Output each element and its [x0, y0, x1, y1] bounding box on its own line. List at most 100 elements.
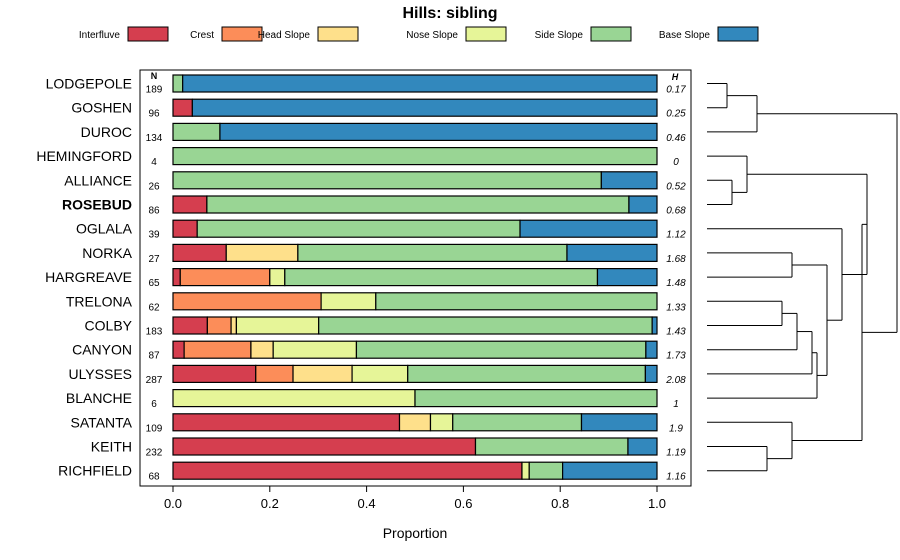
row-label-richfield: RICHFIELD: [58, 463, 132, 479]
row-label-canyon: CANYON: [72, 342, 132, 358]
chart-title: Hills: sibling: [402, 5, 497, 22]
row-h-lodgepole: 0.17: [666, 85, 686, 96]
row-n-ulysses: 287: [146, 375, 163, 386]
row-label-rosebud: ROSEBUD: [62, 197, 132, 213]
bar-segment-rosebud-interfluve: [172, 195, 208, 214]
bar-segment-duroc-base-slope: [219, 122, 658, 142]
x-tick-label-5: 1.0: [648, 496, 666, 511]
row-label-keith: KEITH: [91, 439, 132, 455]
row-n-rosebud: 86: [148, 206, 160, 217]
bar-segment-oglala-side-slope: [196, 219, 521, 238]
bar-segment-hargreave-base-slope: [596, 268, 658, 287]
bar-segment-hargreave-nose-slope: [269, 268, 286, 287]
row-n-goshen: 96: [148, 109, 160, 120]
bar-segment-oglala-base-slope: [519, 219, 658, 238]
x-tick-label-2: 0.4: [358, 496, 376, 511]
bar-segment-hargreave-crest: [179, 268, 271, 287]
row-label-trelona: TRELONA: [66, 293, 133, 309]
row-h-alliance: 0.52: [666, 181, 686, 192]
bar-segment-colby-base-slope: [651, 316, 658, 335]
row-label-blanche: BLANCHE: [66, 390, 132, 406]
bar-segment-satanta-nose-slope: [429, 413, 454, 432]
row-h-norka: 1.68: [666, 254, 686, 265]
row-h-hemingford: 0: [673, 157, 679, 168]
bar-segment-norka-interfluve: [172, 243, 227, 262]
bar-segment-keith-base-slope: [627, 437, 658, 456]
bar-segment-ulysses-nose-slope: [351, 364, 409, 383]
row-n-lodgepole: 189: [146, 85, 163, 96]
n-column-header: N: [151, 71, 158, 81]
row-label-alliance: ALLIANCE: [64, 172, 132, 188]
bar-segment-canyon-base-slope: [645, 340, 658, 359]
row-n-duroc: 134: [146, 133, 163, 144]
x-tick-label-0: 0.0: [164, 496, 182, 511]
row-label-norka: NORKA: [82, 245, 132, 261]
row-n-blanche: 6: [151, 399, 157, 410]
bar-segment-lodgepole-side-slope: [172, 74, 184, 93]
row-n-hemingford: 4: [151, 157, 157, 168]
row-label-duroc: DUROC: [81, 124, 132, 140]
x-tick-label-3: 0.6: [454, 496, 472, 511]
legend: Interfluve Crest Head Slope Nose Slope Side …: [79, 26, 759, 42]
row-n-trelona: 62: [148, 302, 160, 313]
row-n-keith: 232: [146, 448, 163, 459]
bar-segment-keith-interfluve: [172, 437, 477, 456]
bar-segment-norka-base-slope: [566, 243, 658, 262]
bar-segment-richfield-base-slope: [562, 461, 658, 480]
row-label-hemingford: HEMINGFORD: [36, 148, 132, 164]
row-n-hargreave: 65: [148, 278, 160, 289]
row-n-richfield: 68: [148, 472, 160, 483]
bar-segment-norka-side-slope: [297, 243, 568, 262]
bar-segment-trelona-crest: [172, 292, 322, 311]
row-n-satanta: 109: [146, 423, 163, 434]
bar-segment-colby-nose-slope: [235, 316, 320, 335]
legend-swatch-base-slope: [717, 26, 759, 42]
row-h-keith: 1.19: [666, 448, 686, 459]
legend-swatch-nose-slope: [465, 26, 507, 42]
x-tick-label-4: 0.8: [551, 496, 569, 511]
row-h-colby: 1.43: [666, 327, 686, 338]
bar-segment-goshen-interfluve: [172, 98, 193, 117]
bar-segment-colby-side-slope: [318, 316, 653, 335]
row-h-ulysses: 2.08: [665, 375, 686, 386]
bar-segment-alliance-side-slope: [172, 171, 602, 190]
bar-segment-lodgepole-base-slope: [182, 74, 658, 93]
bar-segment-hargreave-interfluve: [172, 268, 181, 287]
bar-segment-colby-crest: [206, 316, 232, 335]
bar-segment-richfield-interfluve: [172, 461, 523, 480]
x-axis: 0.0 0.2 0.4 0.6 0.8 1.0: [164, 486, 666, 511]
bar-segment-ulysses-interfluve: [172, 364, 257, 383]
legend-swatch-side-slope: [590, 26, 632, 42]
legend-label-head-slope: Head Slope: [258, 30, 311, 41]
bar-segment-rosebud-base-slope: [628, 195, 658, 214]
legend-label-base-slope: Base Slope: [659, 30, 711, 41]
row-h-hargreave: 1.48: [666, 278, 686, 289]
bar-segment-canyon-nose-slope: [272, 340, 358, 359]
bar-segment-blanche-nose-slope: [172, 389, 416, 408]
legend-swatch-crest: [221, 26, 263, 42]
row-label-lodgepole: LODGEPOLE: [46, 76, 132, 92]
bar-segment-trelona-nose-slope: [320, 292, 377, 311]
legend-label-interfluve: Interfluve: [79, 30, 121, 41]
bar-segment-satanta-head-slope: [398, 413, 432, 432]
row-n-oglala: 39: [148, 230, 160, 241]
bar-segment-hargreave-side-slope: [284, 268, 599, 287]
row-label-ulysses: ULYSSES: [68, 366, 132, 382]
row-h-richfield: 1.16: [666, 472, 686, 483]
bar-segment-ulysses-head-slope: [292, 364, 353, 383]
bar-segment-ulysses-side-slope: [407, 364, 646, 383]
row-h-satanta: 1.9: [669, 423, 683, 434]
bar-segment-canyon-head-slope: [250, 340, 274, 359]
row-h-blanche: 1: [673, 399, 679, 410]
bar-segment-keith-side-slope: [474, 437, 629, 456]
row-label-satanta: SATANTA: [71, 414, 133, 430]
row-label-colby: COLBY: [85, 318, 133, 334]
row-label-goshen: GOSHEN: [71, 100, 132, 116]
row-h-duroc: 0.46: [666, 133, 686, 144]
legend-swatch-interfluve: [127, 26, 169, 42]
bar-segment-satanta-base-slope: [580, 413, 658, 432]
bar-segment-norka-head-slope: [225, 243, 299, 262]
row-n-alliance: 26: [148, 181, 160, 192]
dendrogram: [707, 83, 898, 472]
